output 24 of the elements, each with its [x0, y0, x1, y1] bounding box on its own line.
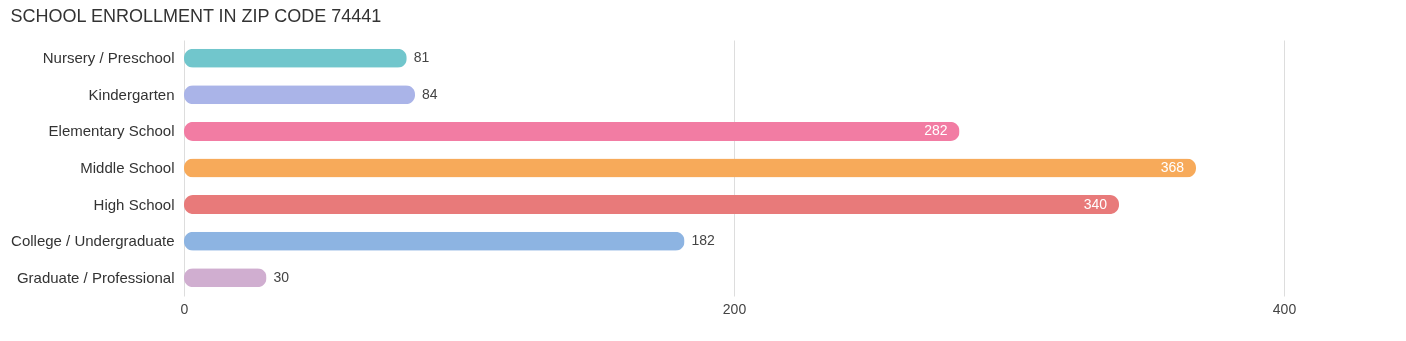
bar	[184, 158, 1196, 178]
bar	[184, 121, 960, 141]
bar	[184, 48, 407, 68]
bar	[184, 85, 415, 105]
bar	[184, 231, 685, 251]
chart-title: SCHOOL ENROLLMENT IN ZIP CODE 74441	[10, 6, 382, 26]
data-label: 282	[924, 122, 948, 139]
y-tick-label: Kindergarten	[88, 85, 175, 103]
y-tick-label: Graduate / Professional	[16, 268, 175, 286]
data-label: 340	[1083, 195, 1108, 212]
data-label: 84	[422, 85, 438, 102]
data-label: 368	[1160, 159, 1185, 175]
x-tick-label: 400	[1272, 300, 1297, 317]
data-label: 81	[413, 49, 430, 66]
y-tick-label: Middle School	[80, 159, 175, 176]
y-tick-label: High School	[93, 195, 175, 213]
y-tick-label: College / Undergraduate	[11, 232, 175, 250]
y-tick-label: Nursery / Preschool	[42, 49, 175, 67]
x-tick-label: 0	[180, 300, 189, 317]
y-tick-label: Elementary School	[48, 122, 175, 140]
bar	[184, 195, 1119, 215]
data-label: 182	[691, 232, 716, 249]
data-label: 30	[273, 268, 290, 285]
x-tick-label: 200	[722, 300, 747, 317]
